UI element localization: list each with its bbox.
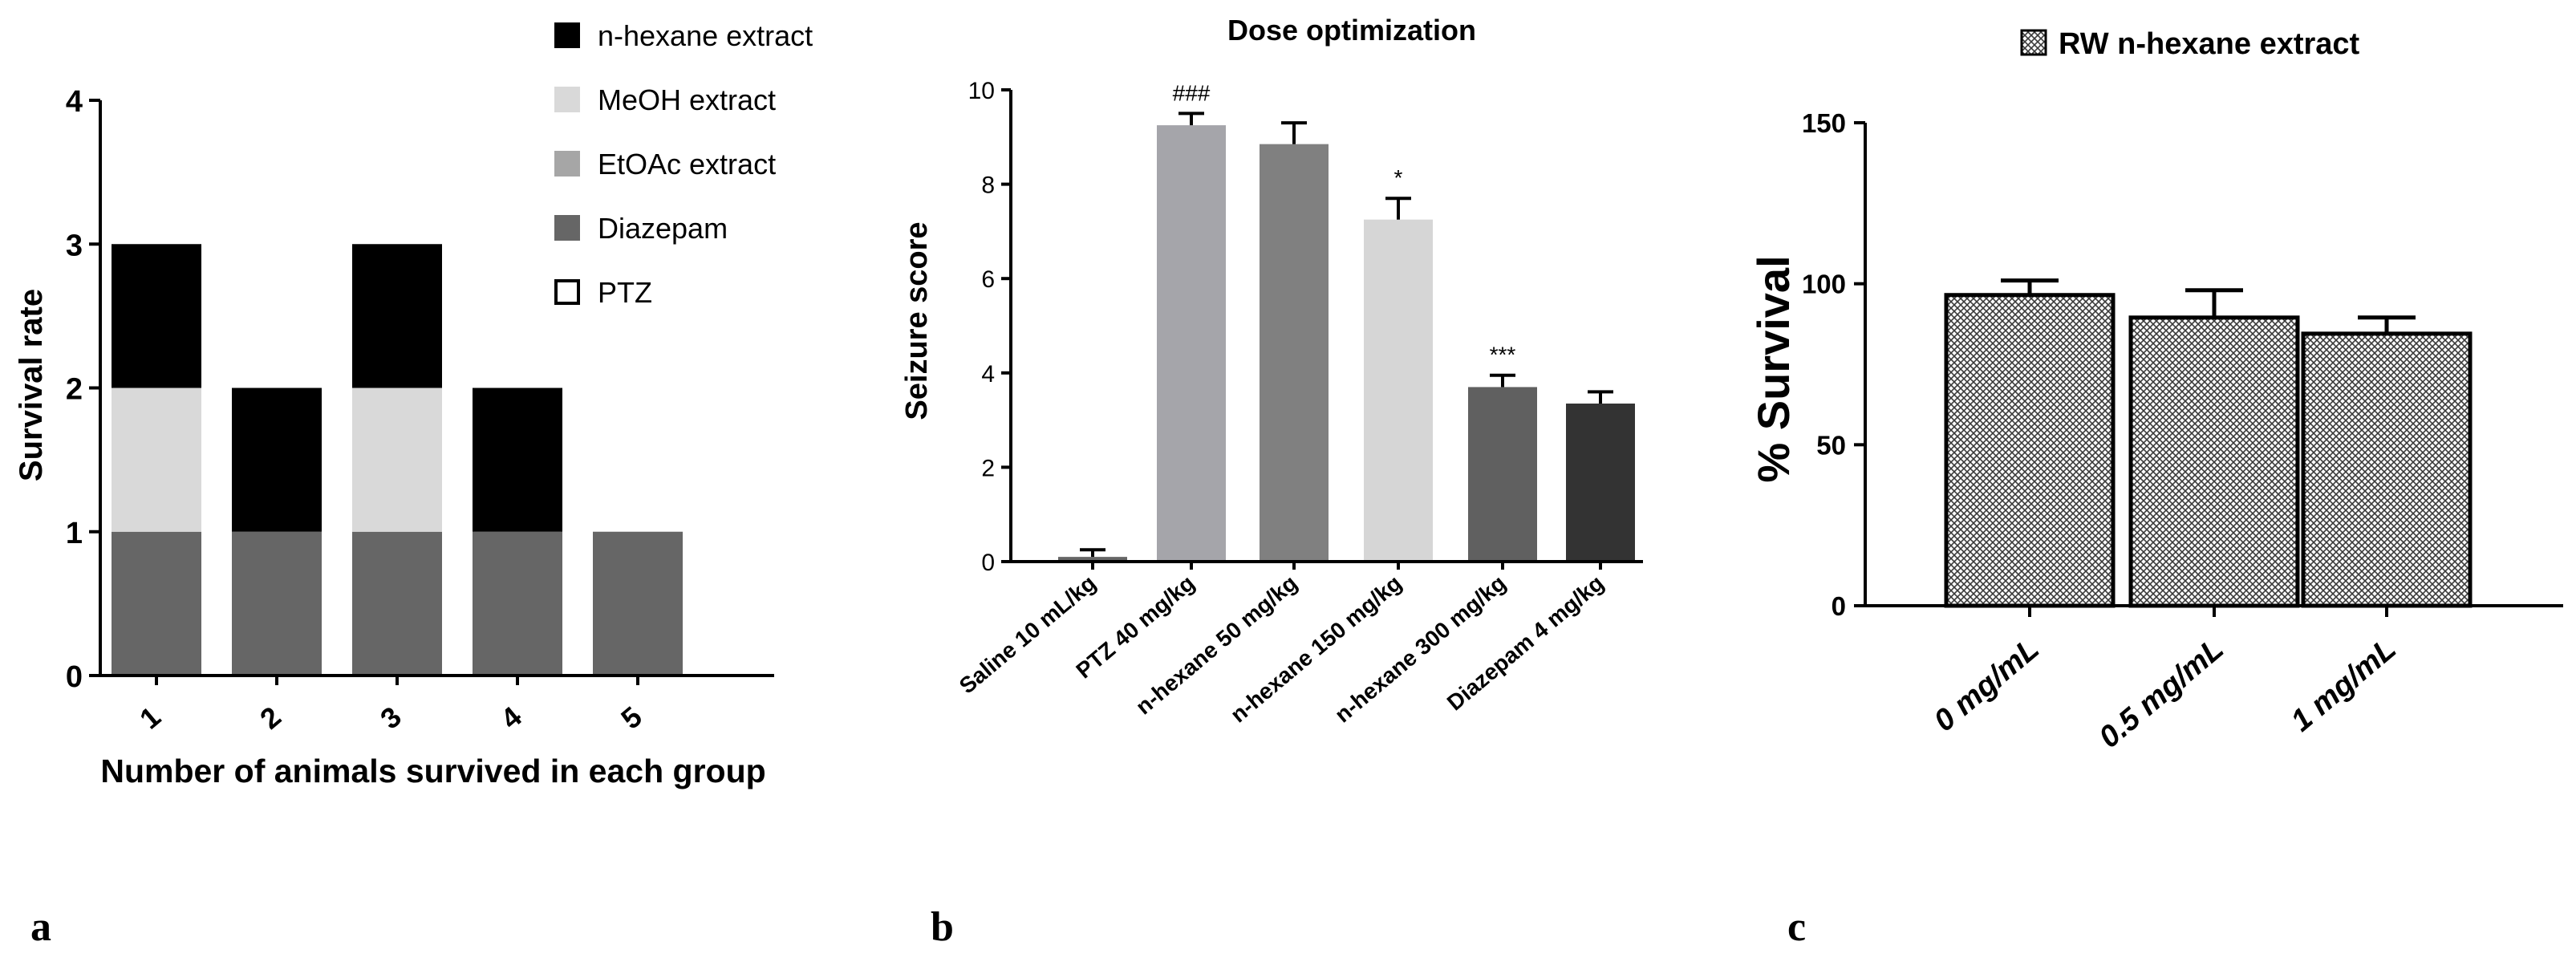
panel-c-xtick-label: 1 mg/mL [2285,632,2403,739]
panel-b-ytick-label: 2 [981,455,995,481]
panel-b-bar-n-hexane-300-mg-kg [1468,387,1537,562]
panel-a-legend-label: EtOAc extract [598,148,776,181]
panel-c-ytick-label: 150 [1802,108,1846,138]
panel-b-bar-diazepam-4-mg-kg [1566,404,1635,562]
panel-a-legend-swatch [554,22,580,48]
panel-b-ytick-label: 8 [981,172,995,199]
panel-a-xtick-label: 4 [494,700,528,735]
panel-c-ytick-label: 0 [1832,591,1846,621]
panel-a-bar-diazepam [232,531,322,676]
panel-b-ytick-label: 0 [981,550,995,576]
panel-label-a: a [30,904,51,950]
panel-b-ytick-label: 6 [981,266,995,293]
panel-c: RW n-hexane extract 0 50 100 150 0 mg/mL 0.5… [1748,27,2563,950]
panel-a: 0 1 2 3 4 1 2 3 4 5 Survival rate Number of anim… [14,19,813,950]
panel-b-xtick-label: n-hexane 150 mg/kg [1226,570,1406,728]
panel-b-significance: *** [1490,343,1516,367]
panel-a-bar-meoh-extract [352,388,442,532]
panel-b-bar-ptz-40-mg-kg [1157,125,1226,562]
panel-a-bar-n-hexane-extract [352,244,442,388]
panel-b-xtick-label: Diazepam 4 mg/kg [1442,570,1608,716]
panel-a-xtick-label: 5 [615,700,648,735]
panel-a-ytick-label: 4 [66,85,83,119]
panel-c-bar-1-mg-ml [2301,331,2473,608]
panel-c-ylabel: % Survival [1748,255,1799,482]
panel-c-legend-label: RW n-hexane extract [2059,27,2360,61]
panel-a-legend-swatch [554,87,580,112]
panel-b-ytick-label: 10 [968,78,995,104]
panel-a-legend-swatch [554,215,580,241]
panel-b-ylabel: Seizure score [900,221,934,420]
panel-c-xtick-label: 0 mg/mL [1928,632,2046,739]
panel-b-bar-saline-10-ml-kg [1058,557,1127,562]
panel-a-ylabel: Survival rate [14,289,49,481]
panel-label-c: c [1787,904,1806,950]
panel-b-bar-n-hexane-50-mg-kg [1260,144,1329,562]
panel-c-bar-0-mg-ml [1944,293,2116,608]
panel-c-ytick-label: 50 [1816,430,1846,460]
panel-c-bar-0-5-mg-ml [2128,315,2300,608]
panel-a-bar-meoh-extract [112,388,201,532]
panel-a-legend-swatch [554,279,580,305]
panel-a-ytick-label: 3 [66,229,83,262]
panel-a-ytick-label: 0 [66,660,83,694]
panel-a-legend-label: MeOH extract [598,83,776,116]
panel-a-bar-n-hexane-extract [112,244,201,388]
panel-b-xtick-label: Saline 10 mL/kg [955,570,1101,699]
panel-a-ytick-label: 1 [66,517,83,550]
panel-a-bar-diazepam [352,531,442,676]
panel-a-bar-diazepam [473,531,562,676]
panel-label-b: b [931,904,954,950]
panel-a-legend-swatch [554,151,580,177]
panel-a-legend-label: PTZ [598,276,652,309]
panel-a-legend-label: Diazepam [598,212,728,245]
panel-b-title: Dose optimization [1227,14,1476,47]
panel-c-xtick-label: 0.5 mg/mL [2093,632,2230,755]
panel-a-ytick-label: 2 [66,373,83,407]
panel-a-xtick-label: 3 [374,700,408,735]
panel-a-xtick-label: 2 [254,700,287,735]
panel-a-xlabel: Number of animals survived in each group [100,753,765,789]
panel-a-legend-label: n-hexane extract [598,19,813,52]
panel-c-ytick-label: 100 [1802,270,1846,299]
panel-b-ytick-label: 4 [981,361,995,388]
panel-b-bar-n-hexane-150-mg-kg [1364,219,1433,562]
panel-c-legend-swatch [2020,29,2047,56]
panel-c-legend: RW n-hexane extract [2020,27,2360,61]
panel-b-significance: * [1394,165,1403,190]
panel-a-legend: n-hexane extract MeOH extract EtOAc extrac… [554,19,813,309]
panel-a-bar-diazepam [593,531,683,676]
panel-b-xtick-label: n-hexane 300 mg/kg [1330,570,1511,728]
panel-b-significance: ### [1173,80,1211,105]
panel-a-xtick-label: 1 [133,700,167,735]
panel-a-bar-n-hexane-extract [232,388,322,532]
panel-a-bar-n-hexane-extract [473,388,562,532]
panel-a-bar-diazepam [112,531,201,676]
